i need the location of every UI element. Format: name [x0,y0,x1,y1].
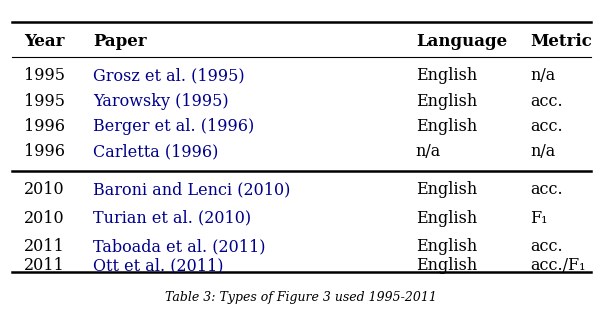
Text: 2010: 2010 [24,210,64,227]
Text: Year: Year [24,33,64,50]
Text: n/a: n/a [416,143,441,160]
Text: Paper: Paper [94,33,147,50]
Text: Language: Language [416,33,507,50]
Text: English: English [416,238,477,255]
Text: 1995: 1995 [24,93,65,110]
Text: Taboada et al. (2011): Taboada et al. (2011) [94,238,266,255]
Text: 1995: 1995 [24,67,65,84]
Text: Ott et al. (2011): Ott et al. (2011) [94,257,224,274]
Text: acc.: acc. [530,238,563,255]
Text: 2010: 2010 [24,181,64,198]
Text: F₁: F₁ [530,210,548,227]
Text: Metric: Metric [530,33,592,50]
Text: English: English [416,257,477,274]
Text: Carletta (1996): Carletta (1996) [94,143,219,160]
Text: acc.: acc. [530,118,563,135]
Text: English: English [416,181,477,198]
Text: 2011: 2011 [24,238,65,255]
Text: English: English [416,210,477,227]
Text: n/a: n/a [530,67,556,84]
Text: Grosz et al. (1995): Grosz et al. (1995) [94,67,245,84]
Text: n/a: n/a [530,143,556,160]
Text: English: English [416,93,477,110]
Text: Table 3: Types of Figure 3 used 1995-2011: Table 3: Types of Figure 3 used 1995-201… [165,290,437,304]
Text: Baroni and Lenci (2010): Baroni and Lenci (2010) [94,181,291,198]
Text: Yarowsky (1995): Yarowsky (1995) [94,93,229,110]
Text: Turian et al. (2010): Turian et al. (2010) [94,210,252,227]
Text: Berger et al. (1996): Berger et al. (1996) [94,118,255,135]
Text: 1996: 1996 [24,118,65,135]
Text: acc./F₁: acc./F₁ [530,257,586,274]
Text: acc.: acc. [530,181,563,198]
Text: acc.: acc. [530,93,563,110]
Text: 1996: 1996 [24,143,65,160]
Text: English: English [416,67,477,84]
Text: English: English [416,118,477,135]
Text: 2011: 2011 [24,257,65,274]
